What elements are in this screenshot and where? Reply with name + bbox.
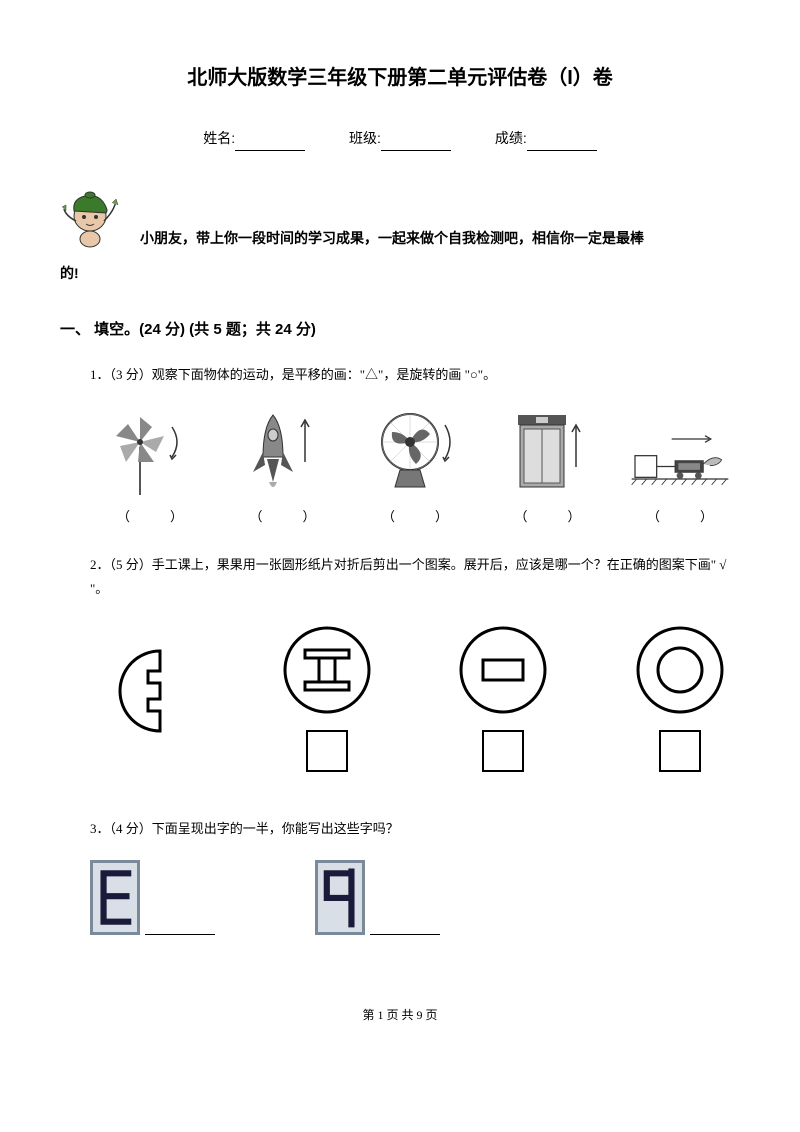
- circle-i-icon: [277, 620, 377, 720]
- class-label: 班级:: [349, 130, 381, 146]
- section-1-header: 一、 填空。(24 分) (共 5 题；共 24 分): [60, 316, 740, 343]
- q1-item-pinwheel: （）: [90, 407, 210, 528]
- pull-icon: [630, 407, 730, 497]
- q1-item-fan: （）: [355, 407, 475, 528]
- q2-item-folded: [100, 641, 200, 751]
- question-3: 3．（4 分）下面呈现出字的一半，你能写出这些字吗？: [60, 817, 740, 935]
- q3-images: [90, 860, 740, 935]
- score-label: 成绩:: [495, 130, 527, 146]
- q1-item-elevator: （）: [488, 407, 608, 528]
- half-char-2-icon: [315, 860, 365, 935]
- q2-checkbox-3[interactable]: [659, 730, 701, 772]
- half-char-1-icon: [90, 860, 140, 935]
- q2-checkbox-2[interactable]: [482, 730, 524, 772]
- mascot-icon: [60, 181, 120, 251]
- q1-item-pull: （）: [620, 407, 740, 528]
- circle-ring-icon: [630, 620, 730, 720]
- q3-blank-2[interactable]: [370, 923, 440, 935]
- pinwheel-icon: [100, 407, 200, 497]
- q1-images: （） （）: [90, 407, 740, 528]
- encouragement-tail: 的!: [60, 261, 740, 286]
- q3-item-1: [90, 860, 215, 935]
- q1-paren-5: （）: [647, 505, 713, 528]
- q2-images: [90, 620, 740, 792]
- q2-text: 2．（5 分）手工课上，果果用一张圆形纸片对折后剪出一个图案。展开后，应该是哪一…: [90, 553, 740, 600]
- q2-item-option-3: [630, 620, 730, 772]
- info-row: 姓名: 班级: 成绩:: [60, 126, 740, 151]
- q2-checkbox-1[interactable]: [306, 730, 348, 772]
- q3-text: 3．（4 分）下面呈现出字的一半，你能写出这些字吗？: [90, 817, 740, 840]
- q1-paren-1: （）: [117, 505, 183, 528]
- q1-paren-2: （）: [249, 505, 315, 528]
- q2-item-option-2: [453, 620, 553, 772]
- fan-icon: [365, 407, 465, 497]
- encouragement-text: 小朋友，带上你一段时间的学习成果，一起来做个自我检测吧，相信你一定是最棒: [140, 226, 644, 251]
- question-1: 1．（3 分）观察下面物体的运动，是平移的画："△"，是旋转的画 "○"。: [60, 363, 740, 528]
- name-blank[interactable]: [235, 137, 305, 151]
- mascot-row: 小朋友，带上你一段时间的学习成果，一起来做个自我检测吧，相信你一定是最棒: [60, 181, 740, 251]
- q1-text: 1．（3 分）观察下面物体的运动，是平移的画："△"，是旋转的画 "○"。: [90, 363, 740, 386]
- page-footer: 第 1 页 共 9 页: [60, 1005, 740, 1027]
- q3-item-2: [315, 860, 440, 935]
- rocket-icon: [233, 407, 333, 497]
- q2-item-option-1: [277, 620, 377, 772]
- class-blank[interactable]: [381, 137, 451, 151]
- circle-rect-icon: [453, 620, 553, 720]
- elevator-icon: [498, 407, 598, 497]
- folded-shape-icon: [100, 641, 200, 741]
- q1-paren-4: （）: [514, 505, 580, 528]
- q3-blank-1[interactable]: [145, 923, 215, 935]
- q1-item-rocket: （）: [223, 407, 343, 528]
- q1-paren-3: （）: [382, 505, 448, 528]
- page-title: 北师大版数学三年级下册第二单元评估卷（I）卷: [60, 60, 740, 96]
- question-2: 2．（5 分）手工课上，果果用一张圆形纸片对折后剪出一个图案。展开后，应该是哪一…: [60, 553, 740, 792]
- name-label: 姓名:: [203, 130, 235, 146]
- score-blank[interactable]: [527, 137, 597, 151]
